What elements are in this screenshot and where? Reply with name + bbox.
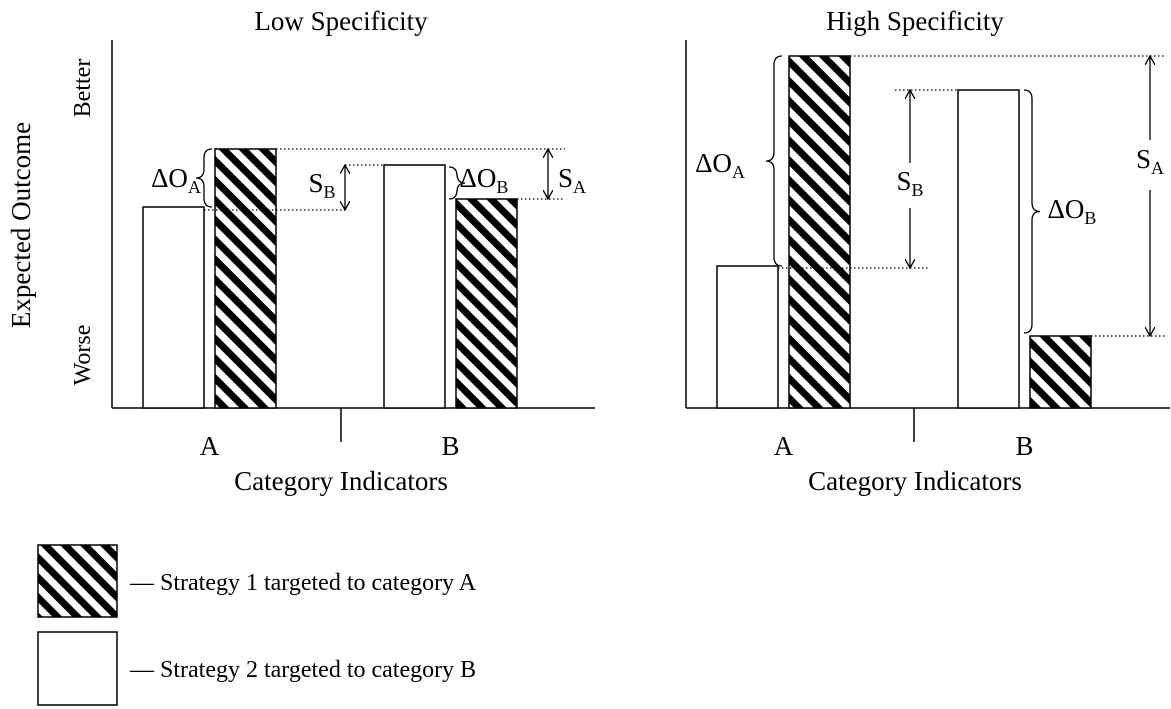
annotation: SB bbox=[896, 166, 923, 200]
y-axis-label: Expected Outcome bbox=[6, 122, 36, 328]
legend-text: — Strategy 1 targeted to category A bbox=[129, 570, 477, 596]
x-axis-label: Category Indicators bbox=[234, 466, 448, 496]
y-top-label: Better bbox=[70, 59, 96, 118]
annotation-main: ΔO bbox=[1048, 194, 1085, 224]
annotation-main: S bbox=[558, 163, 573, 193]
bar-plain bbox=[716, 265, 779, 409]
bar-plain bbox=[957, 89, 1020, 409]
annotation: ΔOB bbox=[1048, 194, 1097, 228]
annotation-sub: B bbox=[912, 180, 924, 200]
annotation-main: S bbox=[896, 166, 911, 196]
annotation-main: ΔO bbox=[695, 148, 732, 178]
annotation: ΔOB bbox=[460, 163, 509, 197]
annotation-sub: B bbox=[324, 182, 336, 202]
category-label: A bbox=[774, 431, 794, 461]
annotation: SA bbox=[558, 163, 586, 197]
annotation-sub: B bbox=[1084, 208, 1096, 228]
bar-plain bbox=[383, 164, 446, 409]
bar-plain bbox=[142, 206, 205, 409]
annotation: SB bbox=[308, 168, 335, 202]
brace bbox=[448, 166, 466, 200]
x-axis-label: Category Indicators bbox=[808, 466, 1022, 496]
bar-hatched bbox=[455, 198, 518, 409]
panel-title: High Specificity bbox=[826, 6, 1004, 36]
annotation-main: ΔO bbox=[151, 163, 188, 193]
annotation: SA bbox=[1136, 144, 1164, 178]
legend-text: — Strategy 2 targeted to category B bbox=[129, 657, 476, 683]
annotation-sub: A bbox=[188, 177, 201, 197]
y-bottom-label: Worse bbox=[70, 325, 96, 386]
bar-hatched bbox=[1029, 335, 1092, 409]
annotation-sub: A bbox=[732, 162, 745, 182]
legend-swatch-plain bbox=[37, 631, 118, 706]
legend-swatch-hatched bbox=[37, 544, 118, 618]
annotation-sub: B bbox=[496, 177, 508, 197]
category-label: B bbox=[441, 431, 459, 461]
annotation: ΔOA bbox=[695, 148, 745, 182]
brace bbox=[195, 148, 213, 208]
annotation-sub: A bbox=[1151, 158, 1164, 178]
annotation-main: S bbox=[1136, 144, 1151, 174]
category-label: B bbox=[1015, 431, 1033, 461]
bar-hatched bbox=[214, 148, 277, 409]
panel-title: Low Specificity bbox=[254, 6, 428, 36]
annotation-main: ΔO bbox=[460, 163, 497, 193]
category-label: A bbox=[200, 431, 220, 461]
brace bbox=[1023, 89, 1041, 334]
brace bbox=[765, 55, 783, 267]
annotation-sub: A bbox=[573, 177, 586, 197]
bar-hatched bbox=[788, 55, 851, 409]
annotation-main: S bbox=[308, 168, 323, 198]
annotation: ΔOA bbox=[151, 163, 201, 197]
